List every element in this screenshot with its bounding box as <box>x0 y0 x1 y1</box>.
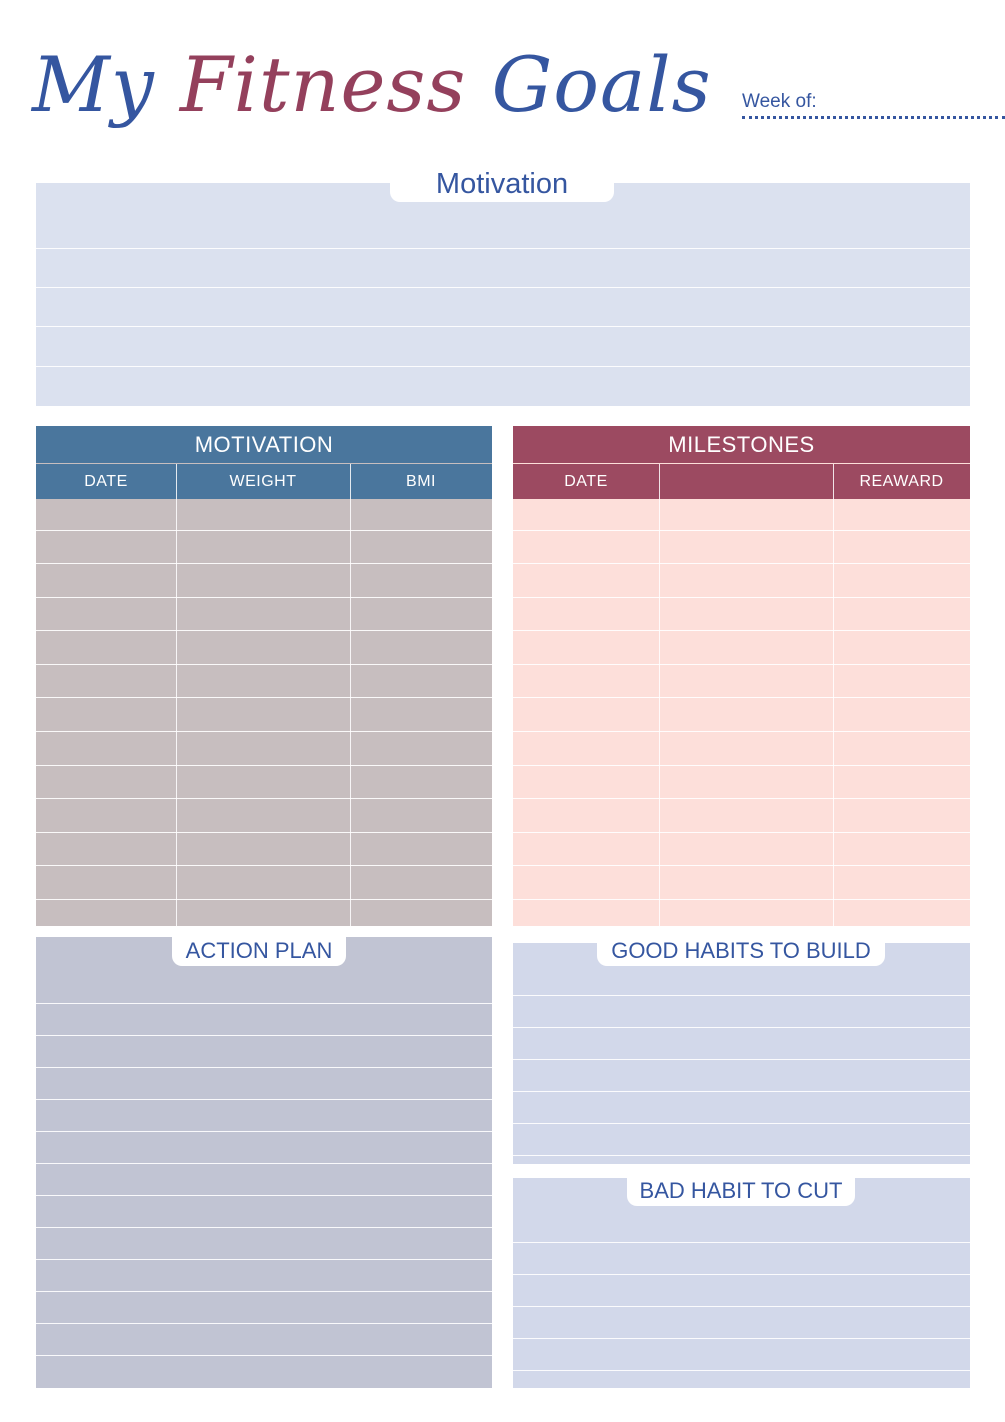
writing-line <box>513 1027 970 1028</box>
good-habits-panel[interactable] <box>513 943 970 1164</box>
row-divider <box>36 899 492 900</box>
bad-habits-panel[interactable] <box>513 1178 970 1388</box>
row-divider <box>513 563 970 564</box>
motivation-notes-title: Motivation <box>390 166 614 202</box>
milestones-table: MILESTONES DATE REAWARD <box>513 426 970 926</box>
writing-line <box>513 1059 970 1060</box>
column-divider <box>833 464 834 926</box>
row-divider <box>36 798 492 799</box>
writing-line <box>513 1370 970 1371</box>
row-divider <box>513 832 970 833</box>
row-divider <box>513 664 970 665</box>
column-divider <box>659 464 660 926</box>
motivation-table-title: MOTIVATION <box>36 426 492 463</box>
column-header-milestone <box>659 464 833 499</box>
motivation-table: MOTIVATION DATE WEIGHT BMI <box>36 426 492 926</box>
week-of-label: Week of: <box>742 91 817 112</box>
row-divider <box>36 530 492 531</box>
writing-line <box>513 1155 970 1156</box>
row-divider <box>36 630 492 631</box>
writing-line <box>513 1306 970 1307</box>
writing-line <box>513 1274 970 1275</box>
row-divider <box>36 597 492 598</box>
writing-line <box>36 287 970 288</box>
writing-line <box>36 1067 492 1068</box>
row-divider <box>36 765 492 766</box>
row-divider <box>513 597 970 598</box>
row-divider <box>36 697 492 698</box>
column-header-reward: REAWARD <box>859 473 944 490</box>
row-divider <box>36 865 492 866</box>
motivation-notes-panel[interactable] <box>36 183 970 406</box>
row-divider <box>513 865 970 866</box>
writing-line <box>36 1003 492 1004</box>
row-divider <box>36 563 492 564</box>
writing-line <box>513 1091 970 1092</box>
writing-line <box>36 1227 492 1228</box>
row-divider <box>513 630 970 631</box>
writing-line <box>513 995 970 996</box>
bad-habits-title: BAD HABIT TO CUT <box>627 1176 855 1206</box>
writing-line <box>36 366 970 367</box>
column-header-weight: WEIGHT <box>229 473 297 490</box>
title-word-goals: Goals <box>491 40 712 129</box>
row-divider <box>36 731 492 732</box>
writing-line <box>513 1123 970 1124</box>
writing-line <box>36 1163 492 1164</box>
row-divider <box>513 530 970 531</box>
row-divider <box>513 765 970 766</box>
milestones-table-header: DATE REAWARD <box>513 464 970 499</box>
writing-line <box>36 1099 492 1100</box>
week-of-field[interactable] <box>742 116 1005 119</box>
writing-line <box>36 1131 492 1132</box>
writing-line <box>36 326 970 327</box>
row-divider <box>36 832 492 833</box>
row-divider <box>513 697 970 698</box>
writing-line <box>36 248 970 249</box>
motivation-table-header: DATE WEIGHT BMI <box>36 464 492 499</box>
row-divider <box>513 731 970 732</box>
column-header-bmi: BMI <box>406 473 436 490</box>
page-title: My Fitness Goals <box>32 30 711 140</box>
column-divider <box>176 464 177 926</box>
title-word-fitness: Fitness <box>179 40 492 129</box>
column-divider <box>350 464 351 926</box>
row-divider <box>36 664 492 665</box>
column-header-date: DATE <box>84 473 128 490</box>
column-header-date: DATE <box>564 473 608 490</box>
writing-line <box>36 1355 492 1356</box>
writing-line <box>36 1035 492 1036</box>
writing-line <box>36 1291 492 1292</box>
row-divider <box>513 798 970 799</box>
milestones-table-title: MILESTONES <box>513 426 970 463</box>
row-divider <box>513 899 970 900</box>
good-habits-title: GOOD HABITS TO BUILD <box>597 936 885 966</box>
writing-line <box>36 1195 492 1196</box>
writing-line <box>513 1242 970 1243</box>
writing-line <box>513 1338 970 1339</box>
action-plan-panel[interactable] <box>36 937 492 1388</box>
title-word-my: My <box>32 40 180 129</box>
writing-line <box>36 1259 492 1260</box>
writing-line <box>36 1323 492 1324</box>
action-plan-title: ACTION PLAN <box>172 936 346 966</box>
